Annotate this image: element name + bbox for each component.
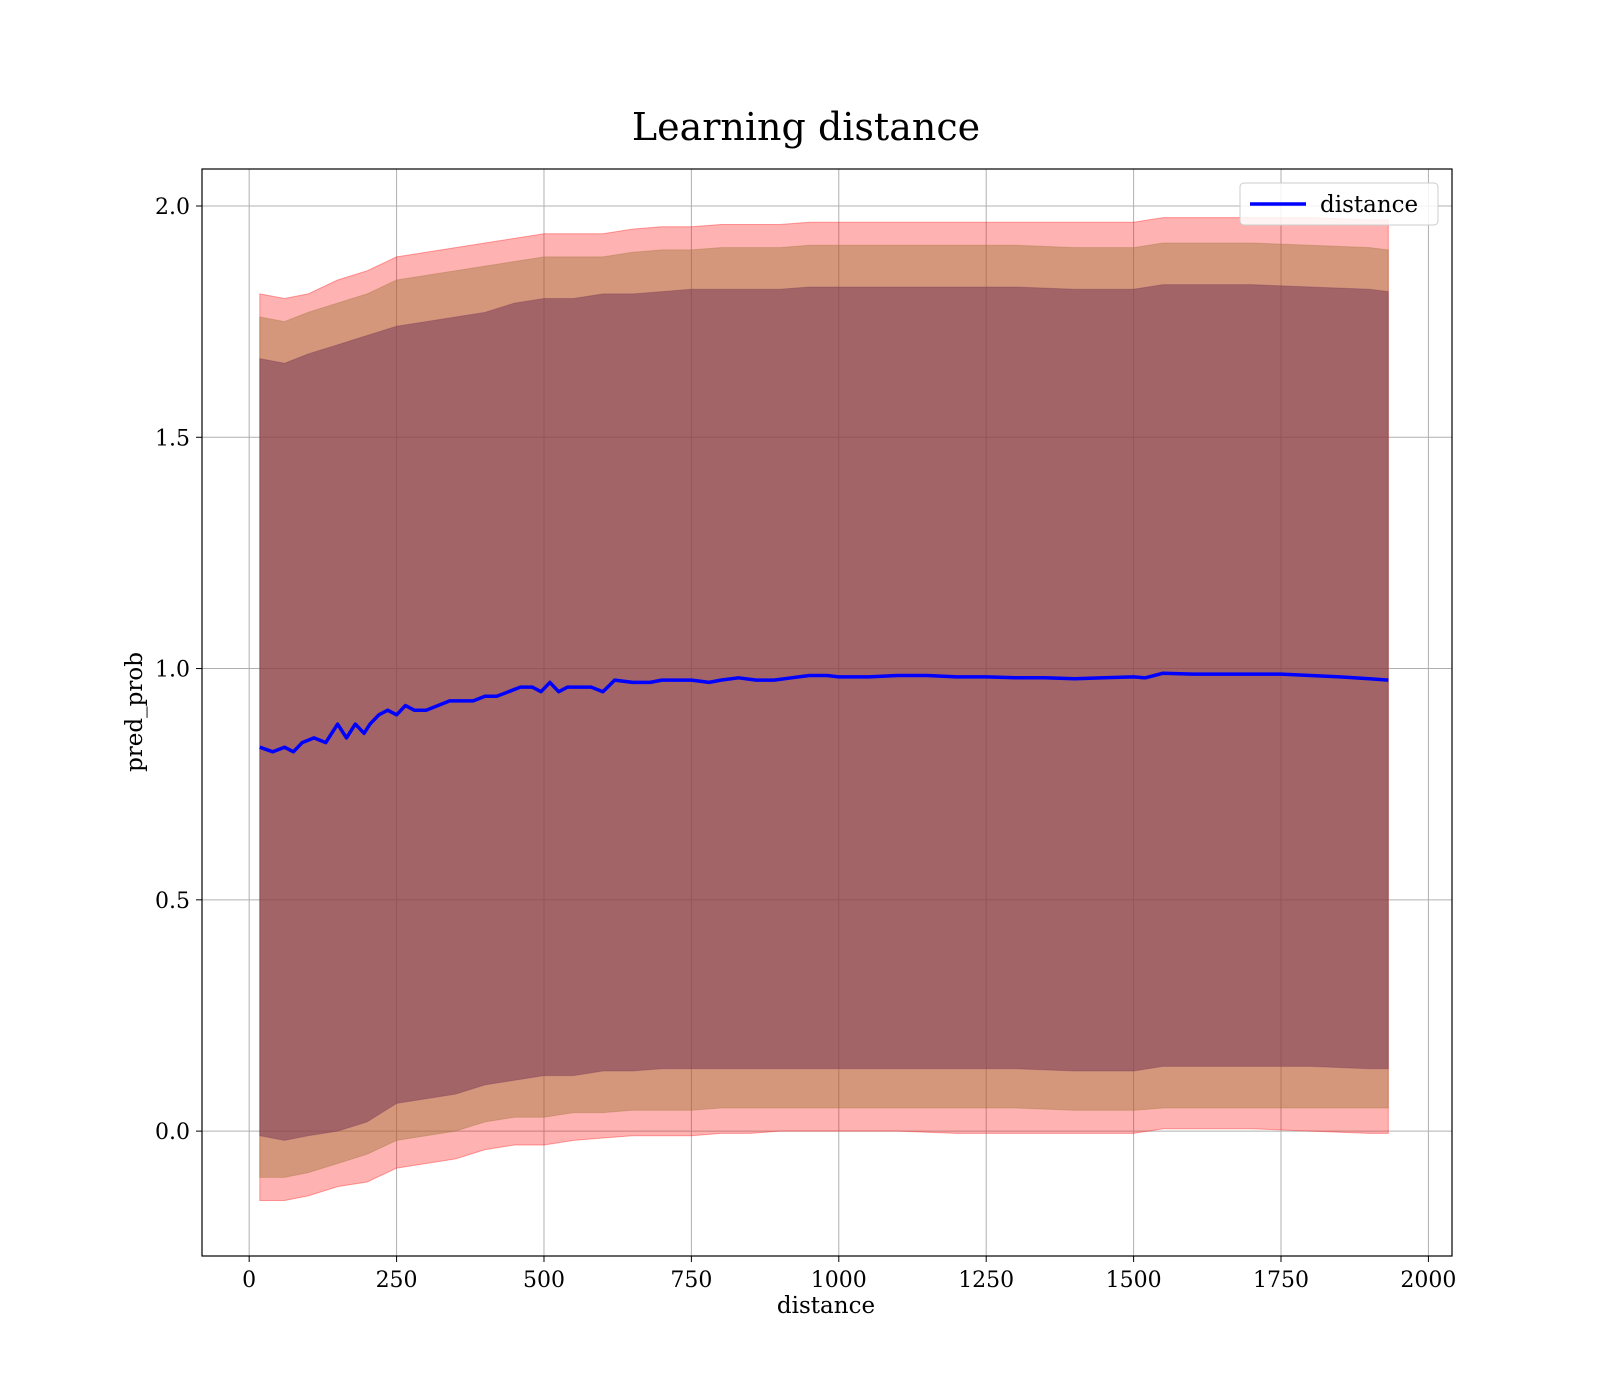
x-tick-label-6: 1500 [1106,1268,1162,1293]
band-2 [259,284,1389,1141]
plot-frame [201,168,1453,1257]
x-axis-ticks: 0 250 500 750 1000 1250 1500 1750 2000 [242,1256,1456,1293]
y-tick-label-1: 0.5 [155,889,190,914]
y-tick-label-4: 2.0 [155,195,190,220]
confidence-bands [259,217,1389,1201]
x-tick-label-7: 1750 [1253,1268,1309,1293]
series-line-0 [259,671,1389,754]
y-tick-label-2: 1.0 [155,658,190,683]
x-tick-label-5: 1250 [958,1268,1014,1293]
x-axis-label: distance [777,1293,875,1319]
y-tick-label-0: 0.0 [155,1120,190,1145]
y-tick-label-3: 1.5 [155,426,190,451]
x-tick-label-4: 1000 [811,1268,867,1293]
y-axis-ticks: 0.0 0.5 1.0 1.5 2.0 [155,195,202,1145]
legend-box [1239,182,1439,226]
x-tick-label-0: 0 [242,1268,256,1293]
x-tick-label-8: 2000 [1400,1268,1456,1293]
y-axis-label: pred_prob [122,652,148,772]
legend-label-0: distance [1320,192,1418,218]
series-lines [259,671,1389,754]
chart-title: Learning distance [632,105,980,149]
x-tick-label-3: 750 [670,1268,712,1293]
x-tick-label-1: 250 [376,1268,418,1293]
legend: distance [1239,182,1439,226]
x-tick-label-2: 500 [523,1268,565,1293]
